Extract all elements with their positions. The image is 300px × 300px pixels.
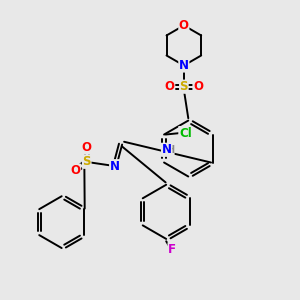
Text: N: N: [110, 160, 120, 173]
Text: O: O: [179, 19, 189, 32]
Text: Cl: Cl: [179, 127, 192, 140]
Text: F: F: [168, 243, 176, 256]
Text: O: O: [193, 80, 203, 93]
Text: S: S: [180, 80, 188, 93]
Text: S: S: [82, 155, 91, 168]
Text: O: O: [82, 141, 92, 154]
Text: O: O: [165, 80, 175, 93]
Text: O: O: [70, 164, 80, 177]
Text: N: N: [161, 143, 172, 156]
Text: N: N: [179, 59, 189, 72]
Text: H: H: [166, 145, 174, 155]
